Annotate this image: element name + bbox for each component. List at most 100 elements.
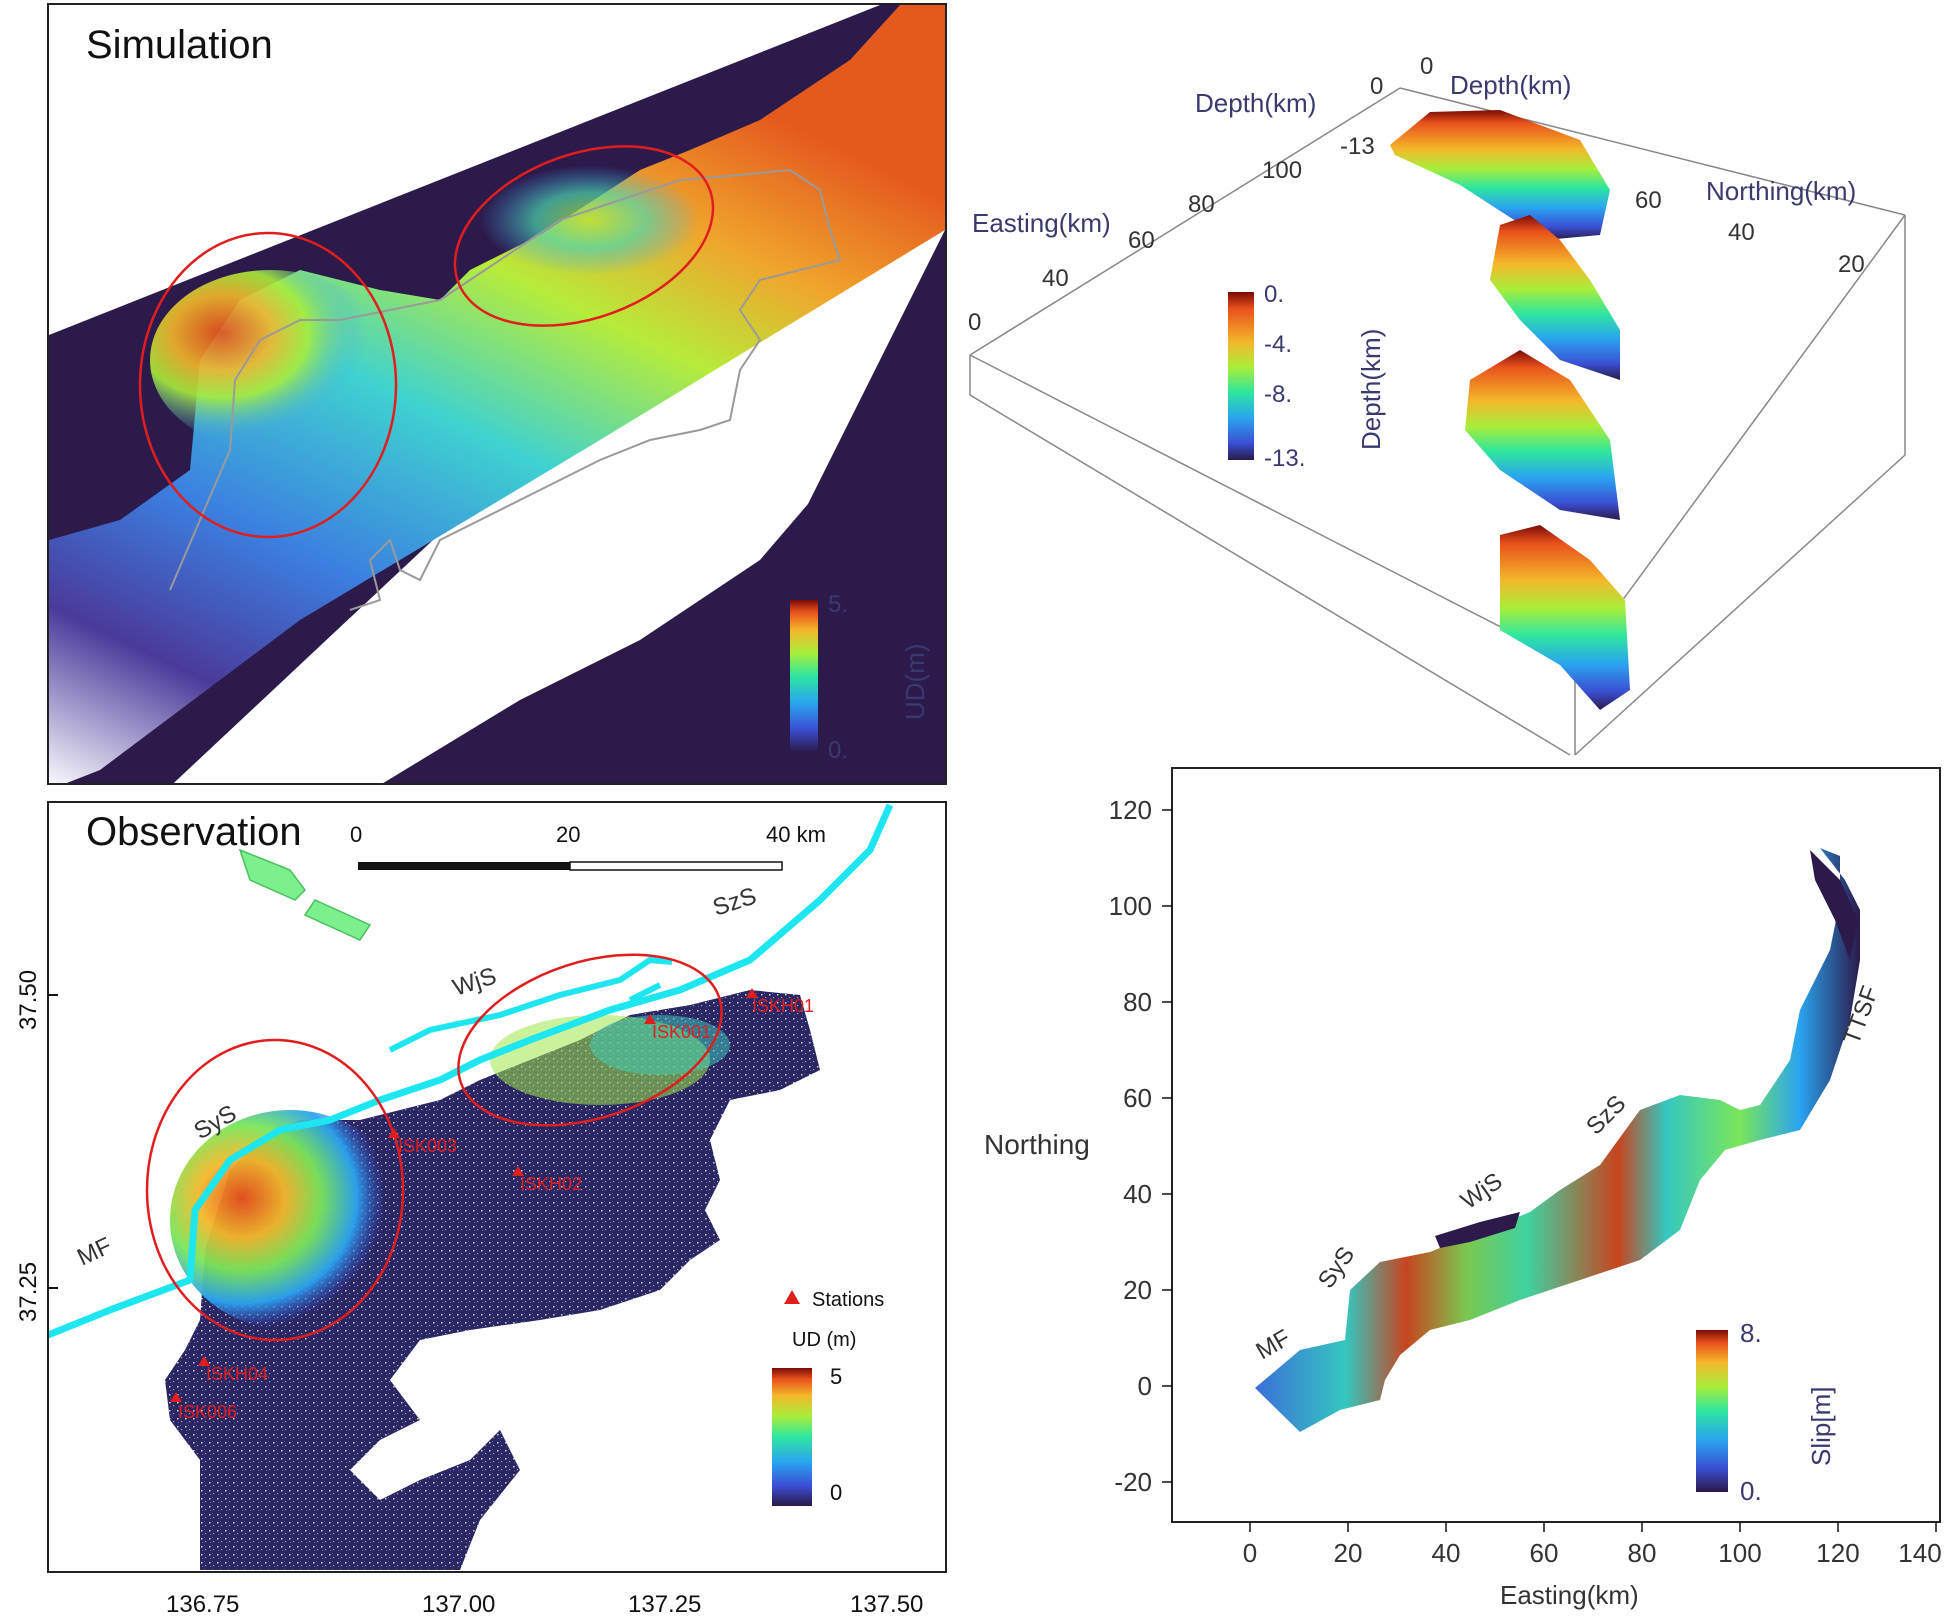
legend-colorbar-max: 5 [830,1364,842,1389]
station-label-iskh01: ISKH01 [752,996,814,1016]
slip-map-x-tick-20: 20 [1334,1538,1363,1568]
slip-map-xlabel: Easting(km) [1500,1580,1639,1610]
depth-view-colorbar-tick-0: 0. [1264,281,1284,308]
slip-map-y-tick-neg20: -20 [1114,1467,1152,1497]
simulation-circle-right [453,145,715,327]
observation-x-tick-137-00: 137.00 [422,1591,495,1618]
depth-view-colorbar-label: Depth(km) [1356,329,1386,450]
depth-view-surface-1 [1390,110,1610,240]
simulation-title: Simulation [86,23,273,67]
depth-view-tick-northing-20: 20 [1838,251,1865,278]
depth-view-colorbar [1228,292,1254,460]
depth-view-tick-easting-100: 100 [1262,157,1302,184]
simulation-colorbar-min: 0. [828,737,848,764]
depth-view-tick-depth-left-13: -13 [1340,133,1375,160]
slip-map-x-tick-140: 140 [1898,1538,1941,1568]
observation-fault-main [49,803,894,1339]
observation-hotspot-3 [590,1015,730,1075]
slip-map-y-tick-80: 80 [1123,987,1152,1017]
observation-x-tick-136-75: 136.75 [166,1591,239,1618]
slip-map-tip [1810,850,1858,960]
slip-map-y-tick-120: 120 [1109,795,1152,825]
slip-map-colorbar-label: Slip[m] [1806,1387,1836,1466]
slip-map-y-tick-60: 60 [1123,1083,1152,1113]
slip-map-y-tick-marks [1162,809,1172,1483]
depth-view-panel: Depth(km) Depth(km) Easting(km) Northing… [968,53,1906,756]
scale-bar-tick-40: 40 km [766,822,826,847]
slip-map-ylabel: Northing [984,1129,1090,1160]
slip-map-x-tick-0: 0 [1243,1538,1257,1568]
compression-arrow-icon [238,848,372,941]
observation-fault-wjs [388,956,673,1053]
observation-legend: Stations UD (m) 5 0 [772,1289,884,1506]
depth-view-axis-easting: Easting(km) [972,208,1111,238]
depth-view-tick-depth-right-0: 0 [1420,53,1433,80]
observation-x-ticks: 136.75 137.00 137.25 137.50 [166,1591,923,1618]
depth-view-tick-northing-60: 60 [1635,187,1662,214]
depth-view-colorbar-tick-8: -8. [1264,381,1292,408]
depth-view-tick-easting-40: 40 [1042,265,1069,292]
legend-colorbar-min: 0 [830,1480,842,1505]
slip-map-x-tick-60: 60 [1530,1538,1559,1568]
slip-map-colorbar-min: 0. [1740,1476,1762,1506]
slip-map-x-tick-120: 120 [1816,1538,1859,1568]
simulation-colorbar-max: 5. [828,591,848,618]
simulation-coastline [169,168,842,611]
station-iskh01-marker [746,988,758,998]
depth-view-tick-depth-left-0: 0 [1370,73,1383,100]
legend-stations-label: Stations [812,1289,884,1311]
slip-map-y-tick-0: 0 [1138,1371,1152,1401]
depth-view-axis-northing: Northing(km) [1706,176,1856,206]
observation-title: Observation [86,810,302,854]
depth-view-surface-4 [1500,525,1630,710]
slip-map-x-tick-40: 40 [1432,1538,1461,1568]
station-label-iskh02: ISKH02 [520,1174,582,1194]
depth-view-colorbar-tick-13: -13. [1264,445,1305,472]
scale-bar-tick-20: 20 [556,822,580,847]
station-iskh02-marker [512,1166,524,1176]
slip-map-y-tick-20: 20 [1123,1275,1152,1305]
observation-panel: ISKH01 ISK001 ISK003 ISKH02 ISKH04 ISK00… [15,801,947,1618]
station-label-isk003: ISK003 [398,1136,457,1156]
depth-view-tick-easting-80: 80 [1188,191,1215,218]
depth-view-axis-depth-right: Depth(km) [1450,70,1571,100]
simulation-hotspot-1 [150,270,390,450]
observation-y-ticks: 37.50 37.25 [15,970,58,1322]
depth-view-colorbar-tick-4: -4. [1264,331,1292,358]
legend-station-icon [784,1290,800,1304]
simulation-panel: Simulation 5. 0. UD(m) [47,3,947,785]
slip-map-panel: 120 100 80 60 40 20 0 -20 0 20 40 60 80 … [984,767,1942,1610]
simulation-colorbar-label: UD(m) [900,643,930,720]
scale-bar-tick-0: 0 [350,822,362,847]
legend-colorbar [772,1368,812,1506]
slip-map-dark-segment [1435,1212,1520,1248]
depth-view-tick-northing-40: 40 [1728,219,1755,246]
slip-map-y-tick-40: 40 [1123,1179,1152,1209]
depth-view-tick-easting-60: 60 [1128,227,1155,254]
station-isk006-marker [170,1392,182,1402]
legend-colorbar-label: UD (m) [792,1329,856,1351]
scale-bar: 0 20 40 km [350,822,826,871]
station-label-isk001: ISK001 [652,1022,711,1042]
observation-fault-segment [628,982,662,1003]
observation-y-tick-37-25: 37.25 [15,1262,42,1322]
observation-circle-left [145,1038,405,1342]
depth-view-tick-easting-0: 0 [968,309,981,336]
simulation-uplift-band [49,5,945,783]
station-isk001-marker [644,1014,656,1024]
slip-map-x-tick-80: 80 [1628,1538,1657,1568]
observation-x-tick-137-25: 137.25 [628,1591,701,1618]
simulation-circle-left [138,231,398,539]
slip-map-x-tick-100: 100 [1718,1538,1761,1568]
observation-circle-right [457,953,723,1127]
slip-map-x-tick-marks [1249,1522,1937,1532]
depth-view-surface-3 [1465,350,1620,520]
station-isk003-marker [388,1128,400,1138]
depth-view-axis-depth-left: Depth(km) [1195,88,1316,118]
station-label-isk006: ISK006 [178,1402,237,1422]
slip-map-y-tick-100: 100 [1109,891,1152,921]
observation-x-tick-137-50: 137.50 [850,1591,923,1618]
simulation-colorbar [790,600,818,752]
station-markers [170,988,758,1402]
